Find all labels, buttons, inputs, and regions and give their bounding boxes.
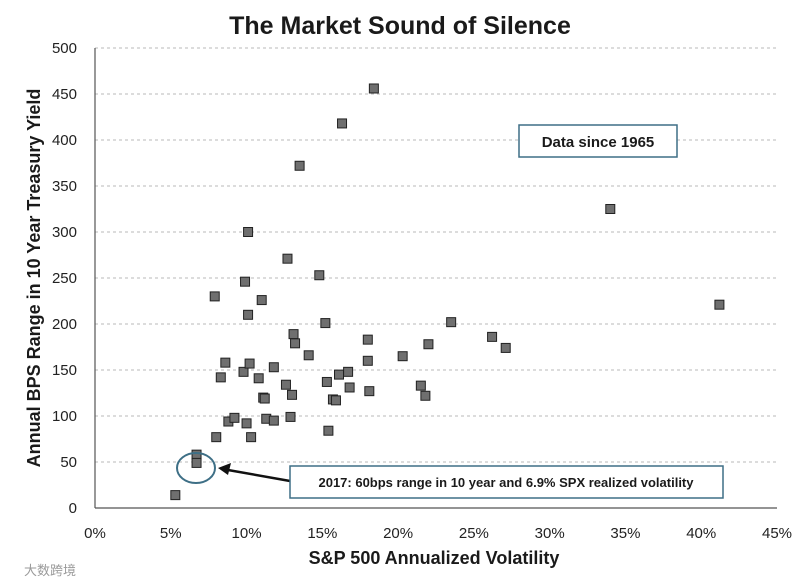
x-tick-label: 5%: [160, 525, 182, 542]
grid-lines: [95, 47, 777, 463]
scatter-point: [290, 338, 301, 349]
scatter-point: [238, 366, 249, 377]
scatter-point: [294, 160, 305, 171]
scatter-point: [320, 318, 331, 329]
x-axis-title: S&P 500 Annualized Volatility: [309, 548, 560, 568]
y-tick-label: 100: [52, 408, 77, 425]
data-since-label: Data since 1965: [542, 134, 655, 151]
scatter-point: [334, 369, 345, 380]
x-tick-label: 45%: [762, 525, 792, 542]
annotation-box: [289, 465, 724, 499]
scatter-point: [240, 276, 251, 287]
scatter-point: [268, 362, 279, 373]
y-tick-label: 400: [52, 132, 77, 149]
scatter-point: [314, 270, 325, 281]
scatter-point: [280, 379, 291, 390]
x-tick-label: 30%: [535, 525, 565, 542]
y-tick-label: 350: [52, 178, 77, 195]
scatter-point: [337, 118, 348, 129]
x-tick-label: 10%: [232, 525, 262, 542]
x-tick-labels: 0% 5% 10% 15% 20% 25% 30% 35% 40% 45%: [84, 525, 792, 542]
watermark-text: 大数跨境: [24, 563, 76, 578]
x-tick-label: 15%: [307, 525, 337, 542]
scatter-point: [344, 382, 355, 393]
scatter-point: [343, 366, 354, 377]
annotation-2017: 2017: 60bps range in 10 year and 6.9% SP…: [176, 452, 724, 499]
x-tick-label: 0%: [84, 525, 106, 542]
data-since-box: Data since 1965: [518, 124, 678, 158]
scatter-point: [285, 411, 296, 422]
scatter-point: [605, 204, 616, 214]
scatter-point: [714, 299, 725, 310]
scatter-point: [287, 389, 298, 400]
scatter-point: [323, 425, 334, 436]
scatter-point: [282, 253, 293, 264]
scatter-point: [420, 390, 431, 401]
y-tick-label: 200: [52, 316, 77, 333]
y-tick-label: 0: [69, 500, 77, 517]
annotation-arrow-line: [227, 468, 291, 483]
scatter-point: [415, 380, 426, 391]
scatter-point: [288, 329, 299, 340]
scatter-point: [303, 350, 314, 361]
scatter-point: [220, 357, 231, 368]
annotation-2017-text: 2017: 60bps range in 10 year and 6.9% SP…: [318, 475, 694, 490]
y-tick-labels: 0 50 100 150 200 250 300 350 400 450 500: [52, 40, 77, 517]
scatter-point: [362, 334, 373, 345]
y-axis-title: Annual BPS Range in 10 Year Treasury Yie…: [24, 89, 44, 468]
scatter-point: [259, 393, 270, 404]
axes: [94, 48, 777, 509]
scatter-point: [368, 83, 379, 94]
scatter-point: [397, 351, 408, 362]
scatter-point: [191, 457, 202, 468]
scatter-point: [241, 418, 252, 429]
x-tick-label: 20%: [383, 525, 413, 542]
data-since-box-frame: [518, 124, 678, 158]
y-tick-label: 50: [60, 454, 77, 471]
scatter-point: [268, 415, 279, 426]
scatter-point: [253, 373, 264, 384]
y-tick-label: 450: [52, 86, 77, 103]
scatter-point: [423, 339, 434, 350]
scatter-point: [191, 449, 202, 460]
x-tick-label: 25%: [459, 525, 489, 542]
scatter-point: [330, 395, 341, 406]
scatter-point: [215, 372, 226, 383]
scatter-point: [487, 331, 498, 342]
scatter-point: [243, 309, 254, 320]
scatter-point: [446, 317, 457, 328]
scatter-point: [243, 227, 254, 237]
y-tick-label: 250: [52, 270, 77, 287]
scatter-point: [364, 386, 375, 397]
y-tick-label: 300: [52, 224, 77, 241]
scatter-point: [170, 490, 181, 501]
scatter-point: [244, 358, 255, 369]
data-points: [170, 83, 725, 501]
y-tick-label: 150: [52, 362, 77, 379]
scatter-point: [229, 412, 240, 423]
highlight-ellipse: [176, 452, 216, 484]
scatter-point: [321, 376, 332, 387]
scatter-point: [362, 355, 373, 366]
x-tick-label: 40%: [686, 525, 716, 542]
annotation-arrowhead: [218, 463, 231, 475]
scatter-point: [211, 432, 222, 443]
scatter-point: [256, 295, 267, 306]
chart-title: The Market Sound of Silence: [229, 12, 571, 40]
scatter-point: [246, 432, 257, 443]
x-tick-label: 35%: [610, 525, 640, 542]
scatter-point: [209, 291, 220, 302]
scatter-point: [500, 342, 511, 353]
y-tick-label: 500: [52, 40, 77, 57]
